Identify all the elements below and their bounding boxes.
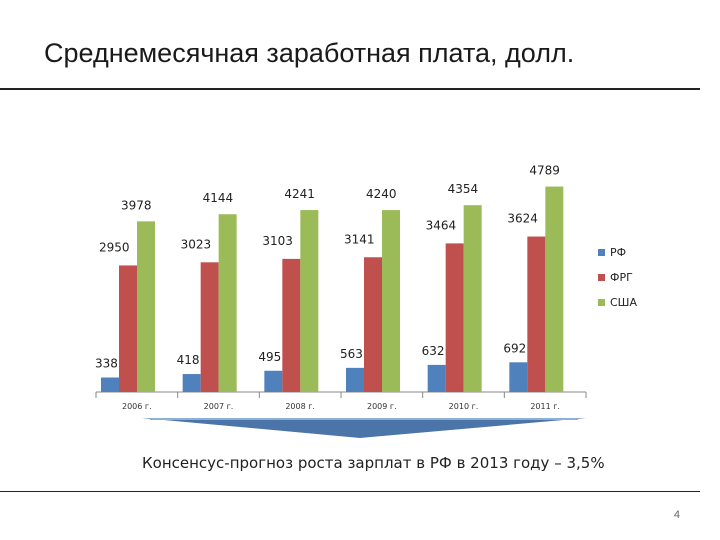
data-label: 3103 (262, 234, 293, 248)
x-tick-label: 2008 г. (285, 402, 315, 411)
data-label: 4241 (284, 187, 315, 201)
bar-frg (119, 265, 137, 392)
data-label: 4240 (366, 187, 397, 201)
data-label: 632 (422, 344, 445, 358)
data-label: 418 (177, 353, 200, 367)
legend-label: ФРГ (610, 271, 633, 284)
forecast-caption: Консенсус-прогноз роста зарплат в РФ в 2… (142, 454, 605, 472)
data-label: 338 (95, 356, 118, 370)
bar-frg (282, 258, 301, 392)
slide-title: Среднемесячная заработная плата, долл. (44, 38, 575, 68)
x-tick-label: 2007 г. (204, 402, 234, 411)
data-label: 3978 (121, 198, 152, 212)
bar-frg (527, 236, 546, 392)
growth-arrow-highlight (150, 418, 578, 420)
growth-arrow-shape (142, 418, 586, 438)
data-label: 563 (340, 347, 363, 361)
bar-rf (427, 364, 446, 392)
bar-usa (463, 205, 482, 392)
bar-frg (364, 257, 382, 392)
bar-frg (445, 243, 464, 392)
bar-rf (182, 374, 201, 392)
data-label: 4789 (529, 164, 560, 178)
x-tick-label: 2010 г. (449, 402, 479, 411)
x-tick-label: 2006 г. (122, 402, 152, 411)
data-label: 3141 (344, 232, 375, 246)
data-label: 4144 (203, 191, 234, 205)
x-tick-label: 2009 г. (367, 402, 397, 411)
data-label: 495 (258, 350, 281, 364)
legend-swatch (598, 299, 605, 306)
data-label: 692 (503, 341, 526, 355)
x-tick-label: 2011 г. (530, 402, 560, 411)
page-number: 4 (673, 509, 680, 521)
bar-usa (300, 210, 319, 392)
bar-rf (101, 377, 119, 392)
legend-label: США (610, 296, 637, 309)
bar-usa (382, 210, 400, 392)
bar-usa (137, 221, 155, 392)
bar-usa (545, 186, 564, 392)
bar-rf (509, 362, 528, 392)
data-label: 4354 (448, 182, 479, 196)
top-divider (0, 88, 700, 90)
bottom-divider (0, 491, 700, 492)
bar-usa (218, 214, 237, 392)
data-label: 3464 (426, 218, 457, 232)
data-label: 2950 (99, 240, 130, 254)
legend-swatch (598, 274, 605, 281)
legend-swatch (598, 249, 605, 256)
bar-frg (200, 262, 219, 392)
bar-rf (264, 370, 283, 392)
data-label: 3023 (181, 237, 212, 251)
bar-rf (346, 367, 364, 392)
data-label: 3624 (507, 212, 538, 226)
legend-label: РФ (610, 246, 626, 259)
